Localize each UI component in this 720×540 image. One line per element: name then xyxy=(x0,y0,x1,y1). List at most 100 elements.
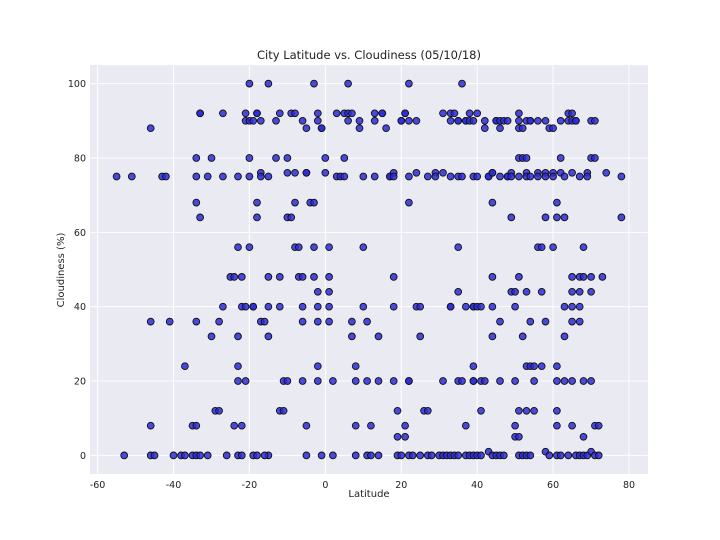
data-point xyxy=(579,243,588,252)
data-point xyxy=(283,168,292,177)
data-point xyxy=(378,109,387,118)
data-point xyxy=(260,451,269,460)
data-point xyxy=(351,451,360,460)
x-tick-label: 60 xyxy=(547,480,559,491)
data-point xyxy=(469,377,478,385)
data-point xyxy=(568,302,576,311)
data-point xyxy=(298,116,307,125)
data-point xyxy=(560,377,569,385)
data-point xyxy=(291,168,299,177)
data-point xyxy=(215,317,223,326)
data-point xyxy=(446,172,455,181)
data-point xyxy=(515,109,523,118)
data-point xyxy=(196,451,204,460)
data-point xyxy=(192,421,201,430)
data-point xyxy=(530,362,538,371)
data-point xyxy=(488,332,497,341)
data-point xyxy=(181,451,189,460)
data-point xyxy=(264,79,273,88)
data-point xyxy=(560,213,569,222)
data-point xyxy=(454,451,463,460)
data-point xyxy=(374,332,383,341)
data-point xyxy=(370,109,379,118)
data-point xyxy=(283,377,292,385)
data-point xyxy=(549,243,557,252)
data-point xyxy=(439,377,447,385)
data-point xyxy=(594,451,603,460)
data-point xyxy=(298,273,307,281)
data-point xyxy=(431,172,440,181)
data-point xyxy=(526,451,535,460)
data-point xyxy=(332,109,341,118)
data-point xyxy=(120,451,129,460)
data-point xyxy=(249,302,258,311)
data-point xyxy=(321,154,330,162)
data-point xyxy=(245,243,254,252)
data-point xyxy=(397,451,406,460)
x-tick-label: -20 xyxy=(242,480,258,491)
data-point xyxy=(370,116,379,125)
data-point xyxy=(579,377,588,385)
data-point xyxy=(237,421,246,430)
data-point xyxy=(241,377,250,385)
data-point xyxy=(256,172,265,181)
data-point xyxy=(454,116,463,125)
data-point xyxy=(294,243,303,252)
data-point xyxy=(583,172,592,181)
data-point xyxy=(568,317,576,326)
data-point xyxy=(370,172,379,181)
data-point xyxy=(579,432,588,441)
data-point xyxy=(367,421,375,430)
data-point xyxy=(598,273,607,281)
data-point xyxy=(541,116,550,125)
data-point xyxy=(302,124,311,133)
data-point xyxy=(313,377,322,385)
data-point xyxy=(363,377,371,385)
data-point xyxy=(310,79,318,88)
data-point xyxy=(241,109,250,118)
data-point xyxy=(291,198,299,207)
data-point xyxy=(298,302,307,311)
data-point xyxy=(515,406,523,415)
data-point xyxy=(553,421,561,430)
data-point xyxy=(488,198,497,207)
data-point xyxy=(511,302,519,311)
data-point xyxy=(215,406,223,415)
data-point xyxy=(302,421,311,430)
data-point xyxy=(511,377,519,385)
data-point xyxy=(192,154,201,162)
data-point xyxy=(234,377,242,385)
data-point xyxy=(499,451,508,460)
data-point xyxy=(253,109,261,118)
data-point xyxy=(575,302,584,311)
data-point xyxy=(568,287,576,296)
data-point xyxy=(560,332,569,341)
data-point xyxy=(480,116,489,125)
data-point xyxy=(146,421,155,430)
data-point xyxy=(515,273,523,281)
data-point xyxy=(591,116,599,125)
data-point xyxy=(423,172,432,181)
data-point xyxy=(553,198,561,207)
x-tick-label: 80 xyxy=(623,480,635,491)
data-point xyxy=(553,362,561,371)
data-point xyxy=(450,109,459,118)
data-point xyxy=(230,421,239,430)
data-point xyxy=(351,421,360,430)
data-point xyxy=(260,317,269,326)
data-point xyxy=(477,406,485,415)
data-point xyxy=(264,273,273,281)
data-point xyxy=(534,116,542,125)
data-point xyxy=(275,302,284,311)
chart-title: City Latitude vs. Cloudiness (05/10/18) xyxy=(257,48,481,62)
data-point xyxy=(537,243,546,252)
data-point xyxy=(439,168,447,177)
y-axis-label: Cloudiness (%) xyxy=(56,233,67,308)
data-point xyxy=(302,168,311,177)
data-point xyxy=(348,317,356,326)
data-point xyxy=(541,213,550,222)
data-point xyxy=(374,377,383,385)
data-point xyxy=(617,213,626,222)
data-point xyxy=(359,302,368,311)
data-point xyxy=(427,451,436,460)
